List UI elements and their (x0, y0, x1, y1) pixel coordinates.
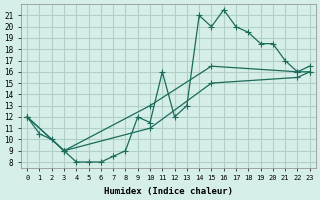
X-axis label: Humidex (Indice chaleur): Humidex (Indice chaleur) (104, 187, 233, 196)
